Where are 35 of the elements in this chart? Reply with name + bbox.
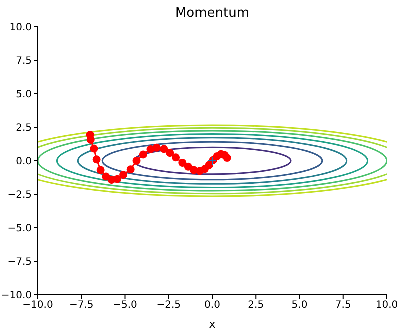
point (172, 154, 180, 162)
point (96, 166, 105, 174)
chart-title: Momentum (174, 6, 251, 21)
point (92, 156, 101, 164)
point (120, 171, 128, 180)
x-axis-title: x (209, 318, 216, 330)
point (126, 166, 135, 174)
x-tick-label: 2.5 (248, 300, 264, 312)
y-tick-label: 0.0 (16, 156, 32, 168)
point (114, 175, 122, 184)
point (90, 144, 98, 153)
y-tick-label: 10.0 (10, 22, 32, 34)
y-tick-label: 7.5 (16, 56, 32, 68)
point (184, 162, 192, 171)
x-tick-label: −5.0 (113, 300, 138, 312)
point (166, 149, 174, 158)
y-tick-label: −7.5 (8, 257, 32, 268)
y-tick-label: −2.5 (8, 190, 32, 202)
y-tick-label: 5.0 (16, 90, 32, 101)
point (178, 159, 187, 168)
x-tick-label: 0.0 (204, 300, 220, 312)
y-tick-label: −10.0 (1, 290, 32, 302)
point (139, 150, 148, 159)
point (160, 145, 168, 154)
point (223, 154, 232, 162)
x-tick-label: 7.5 (335, 300, 352, 312)
x-tick-label: −7.5 (69, 300, 94, 312)
x-tick-label: −2.5 (156, 300, 182, 312)
y-tick-label: −5.0 (8, 224, 32, 235)
x-tick-label: 5.0 (292, 300, 308, 312)
y-tick-label: 2.5 (16, 123, 32, 134)
point (146, 145, 155, 154)
x-tick-label: 10.0 (376, 300, 398, 312)
point (152, 144, 161, 152)
point (132, 157, 141, 165)
